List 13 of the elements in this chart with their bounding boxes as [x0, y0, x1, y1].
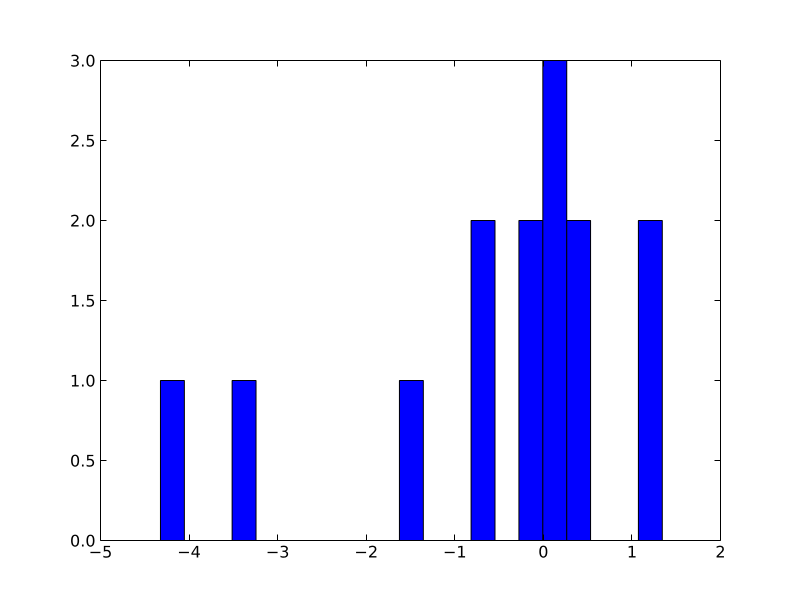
y-tick-label: 3.0 — [70, 52, 96, 70]
x-tick-label: −2 — [354, 542, 378, 562]
y-tick-label: 2.5 — [70, 132, 96, 150]
x-tick-label: −3 — [266, 542, 290, 562]
x-tick-label: 0 — [538, 542, 548, 562]
x-tick-label: 2 — [715, 542, 726, 562]
y-tick-label: 1.0 — [70, 372, 96, 390]
y-tick-label: 1.5 — [70, 292, 96, 310]
x-tick-label: −1 — [442, 542, 467, 562]
y-tick-label: 2.0 — [70, 212, 96, 230]
x-tick-label: −4 — [177, 542, 201, 562]
x-tick-label: 1 — [626, 542, 638, 562]
y-tick-label: 0.5 — [70, 452, 96, 470]
